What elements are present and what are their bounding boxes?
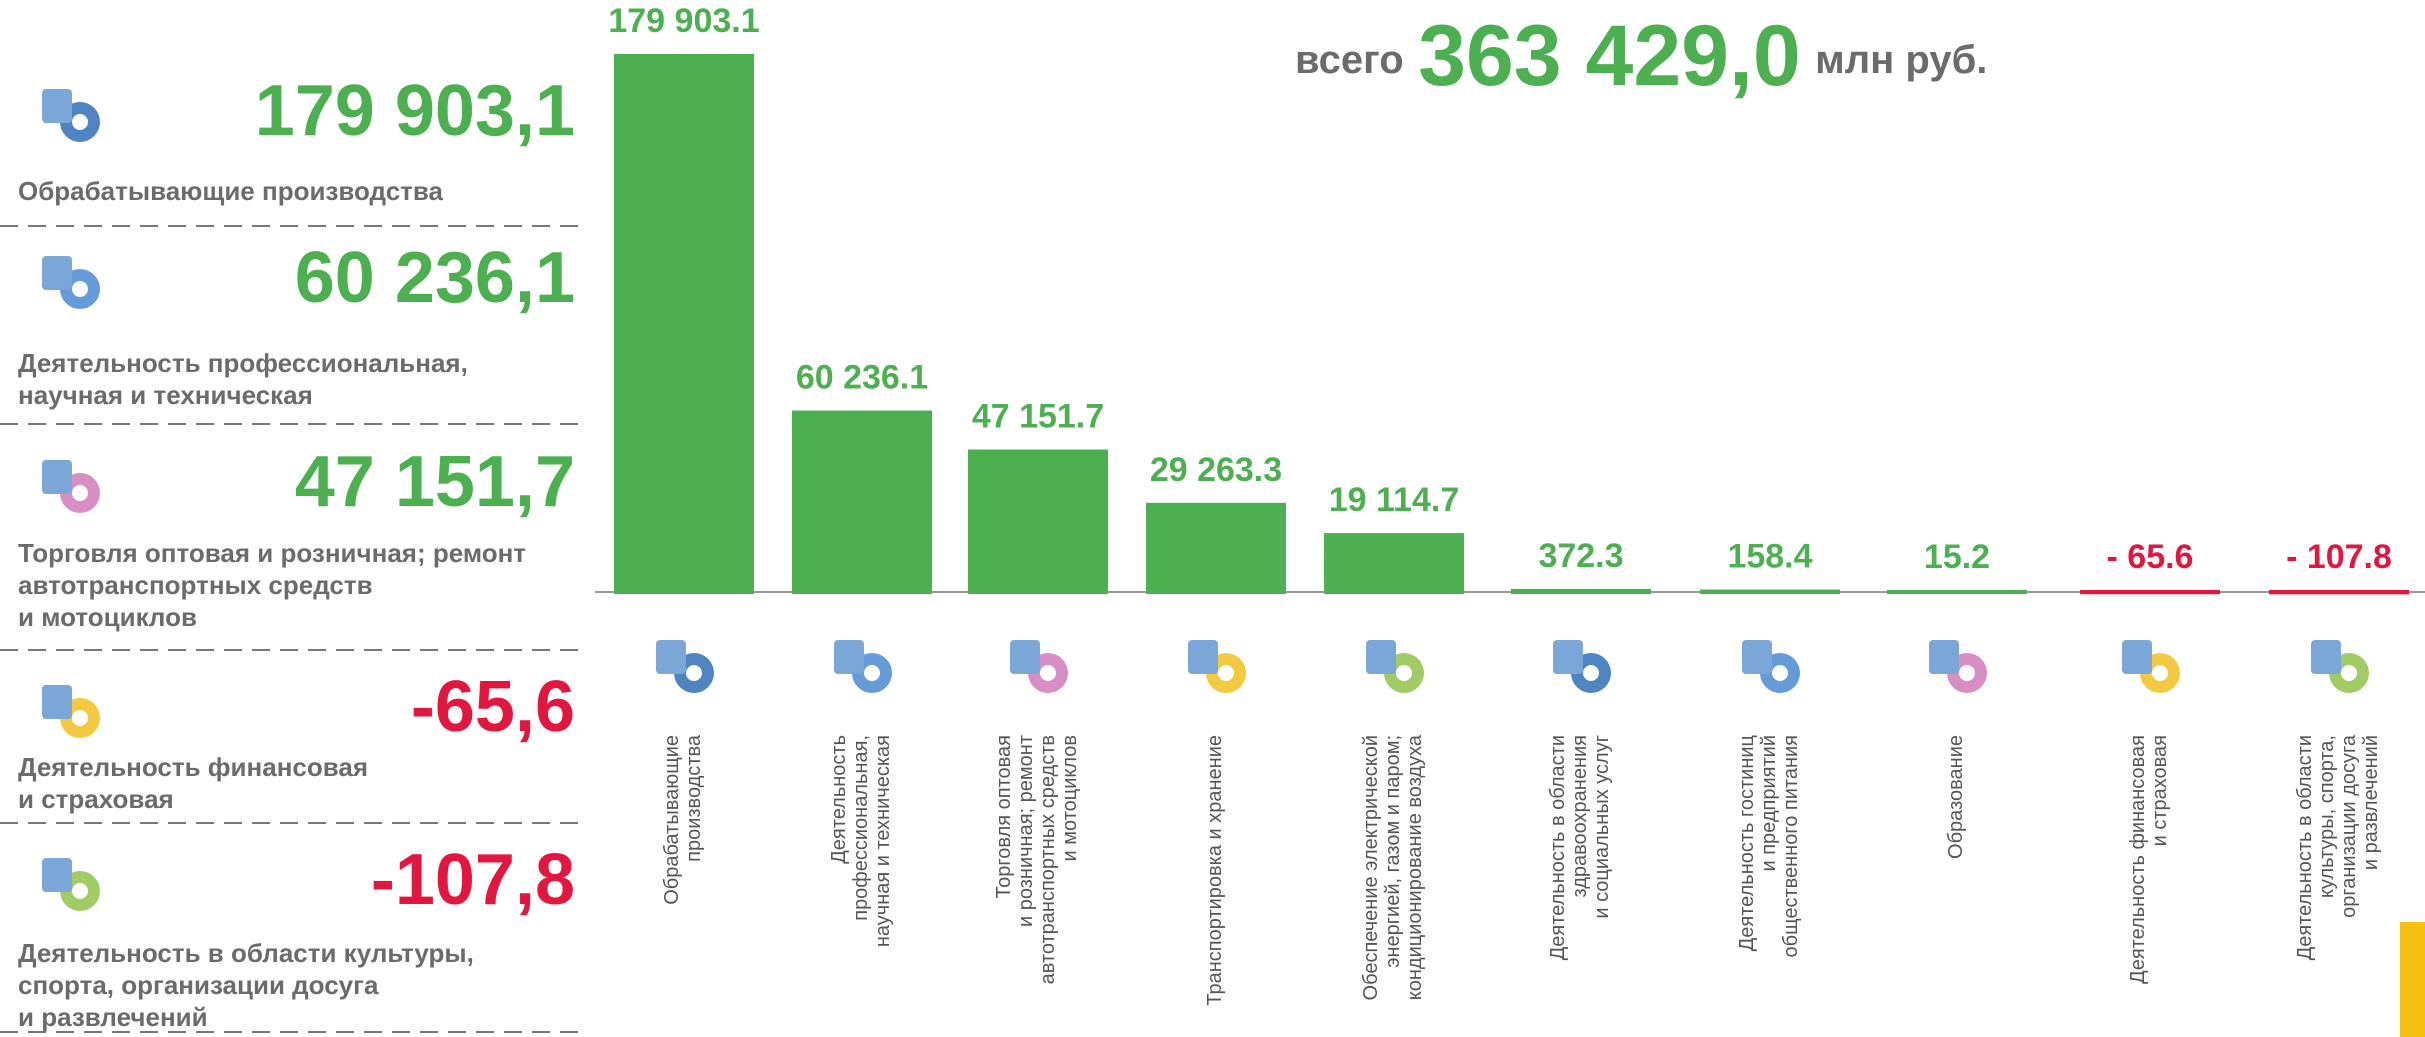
x-tick-label: Обеспечение электрическойэнергией, газом… bbox=[1360, 734, 1426, 1000]
icon-part bbox=[1929, 640, 1959, 674]
icon-part bbox=[1772, 665, 1788, 681]
x-tick-label: Деятельность в областиздравоохраненияи с… bbox=[1547, 735, 1613, 960]
value-label: 60 236.1 bbox=[796, 359, 928, 397]
x-tick-label: Обрабатывающиепроизводства bbox=[661, 734, 705, 905]
total-prefix: всего bbox=[1295, 38, 1404, 82]
bar bbox=[970, 452, 1106, 592]
panel-value: -65,6 bbox=[411, 667, 575, 747]
category: Деятельность финансоваяи страховая bbox=[2127, 735, 2171, 984]
icon-part bbox=[72, 883, 88, 899]
bar bbox=[1513, 591, 1649, 592]
icon-part bbox=[1010, 640, 1040, 674]
icon-part bbox=[656, 640, 686, 674]
icon-part bbox=[2311, 640, 2341, 674]
bar bbox=[1148, 505, 1284, 592]
icon-part bbox=[42, 256, 72, 290]
value-label: 47 151.7 bbox=[972, 398, 1104, 436]
value-label: 15.2 bbox=[1924, 538, 1990, 576]
icon-part bbox=[864, 665, 880, 681]
x-tick-label: Деятельность финансоваяи страховая bbox=[2127, 735, 2171, 984]
corner-accent bbox=[2400, 922, 2425, 1037]
icon-part bbox=[1959, 665, 1975, 681]
category: Обрабатывающиепроизводства bbox=[661, 734, 705, 905]
x-tick-label: Деятельность в областикультуры, спорта,о… bbox=[2294, 734, 2382, 960]
icon-part bbox=[2152, 665, 2168, 681]
icon-part bbox=[42, 685, 72, 719]
x-tick-label: Образование bbox=[1945, 735, 1967, 859]
icon-part bbox=[1040, 665, 1056, 681]
value-label: - 65.6 bbox=[2107, 538, 2194, 576]
icon-part bbox=[1742, 640, 1772, 674]
bar bbox=[1326, 535, 1462, 592]
category: Обеспечение электрическойэнергией, газом… bbox=[1360, 734, 1426, 1000]
icon-part bbox=[1553, 640, 1583, 674]
icon-part bbox=[72, 485, 88, 501]
value-label: 19 114.7 bbox=[1329, 481, 1459, 519]
icon-part bbox=[42, 858, 72, 892]
icon-part bbox=[686, 665, 702, 681]
value-label: 158.4 bbox=[1727, 538, 1812, 576]
icon-part bbox=[72, 710, 88, 726]
x-tick-label: Транспортировка и хранение bbox=[1204, 735, 1226, 1006]
icon-part bbox=[42, 460, 72, 494]
panel-label: Деятельность профессиональная,научная и … bbox=[18, 348, 468, 410]
total-value: 363 429,0 bbox=[1418, 8, 1801, 104]
icon-part bbox=[2341, 665, 2357, 681]
x-tick-label: Деятельность гостиници предприятийобщест… bbox=[1736, 735, 1802, 957]
value-label: 179 903.1 bbox=[608, 2, 759, 40]
bar bbox=[794, 413, 930, 592]
panel-value: -107,8 bbox=[371, 840, 575, 920]
panel-value: 60 236,1 bbox=[295, 238, 575, 318]
icon-part bbox=[1583, 665, 1599, 681]
icon-part bbox=[42, 89, 72, 123]
icon-part bbox=[72, 114, 88, 130]
icon-part bbox=[834, 640, 864, 674]
icon-part bbox=[2122, 640, 2152, 674]
category: Торговля оптоваяи розничная; ремонтавтот… bbox=[993, 735, 1081, 984]
bar bbox=[616, 56, 752, 592]
icon-part bbox=[72, 281, 88, 297]
value-label: 29 263.3 bbox=[1150, 451, 1282, 489]
category: Деятельностьпрофессиональная,научная и т… bbox=[828, 735, 894, 947]
panel-value: 179 903,1 bbox=[255, 71, 575, 151]
category: Деятельность гостиници предприятийобщест… bbox=[1736, 735, 1802, 957]
category: Деятельность в областиздравоохраненияи с… bbox=[1547, 735, 1613, 960]
total: всего 363 429,0 млн руб. bbox=[1295, 8, 1987, 104]
x-tick-label: Деятельностьпрофессиональная,научная и т… bbox=[828, 735, 894, 947]
icon-part bbox=[1188, 640, 1218, 674]
value-label: 372.3 bbox=[1538, 537, 1623, 575]
category: Образование bbox=[1945, 735, 1967, 859]
category: Деятельность в областикультуры, спорта,о… bbox=[2294, 734, 2382, 960]
page: {"panel":{"items":[ {"value":"179 903,1"… bbox=[0, 0, 2425, 1037]
panel-label: Обрабатывающие производства bbox=[18, 176, 444, 206]
category: Транспортировка и хранение bbox=[1204, 735, 1226, 1006]
infographic: всего 363 429,0 млн руб. 179 903,1 Обраба… bbox=[0, 0, 2425, 1037]
icon-part bbox=[1366, 640, 1396, 674]
x-tick-label: Торговля оптоваяи розничная; ремонтавтот… bbox=[993, 735, 1081, 984]
icon-part bbox=[1218, 665, 1234, 681]
value-label: - 107.8 bbox=[2286, 538, 2392, 576]
icon-part bbox=[1396, 665, 1412, 681]
panel-label: Деятельность в области культуры,спорта, … bbox=[18, 938, 474, 1032]
panel-value: 47 151,7 bbox=[295, 442, 575, 522]
total-unit: млн руб. bbox=[1815, 38, 1987, 82]
